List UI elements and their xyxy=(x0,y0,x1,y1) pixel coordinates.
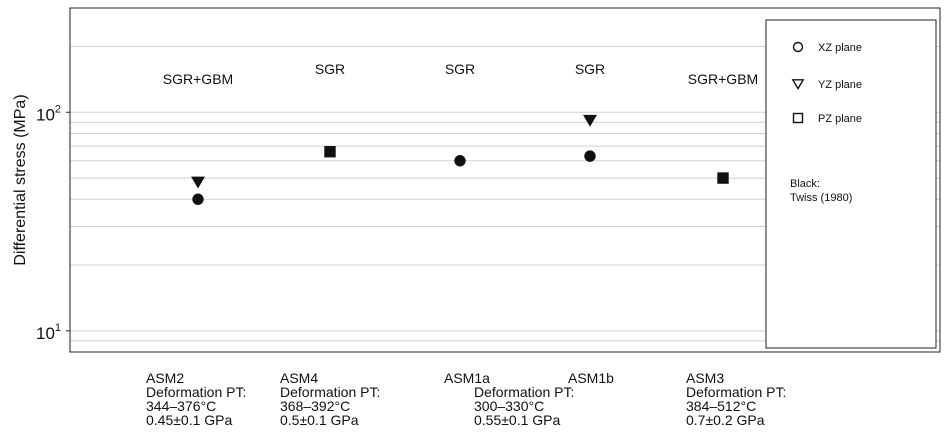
category-name: ASM2 xyxy=(146,370,184,386)
mechanism-label: SGR+GBM xyxy=(163,71,233,87)
legend-marker xyxy=(791,79,805,91)
category-detail: Deformation PT: xyxy=(280,384,380,400)
legend-box xyxy=(765,19,937,349)
mechanism-labels: SGR+GBM SGR SGR SGR SGR+GBM xyxy=(163,61,758,87)
category-detail: 368–392°C xyxy=(280,398,350,414)
mechanism-label: SGR+GBM xyxy=(688,71,758,87)
category-name: ASM1b xyxy=(568,370,614,386)
data-points xyxy=(191,114,729,205)
mechanism-label: SGR xyxy=(575,61,605,77)
legend-marker xyxy=(792,112,804,124)
category-detail: 0.55±0.1 GPa xyxy=(474,412,561,428)
category-detail: 0.7±0.2 GPa xyxy=(686,412,765,428)
category-detail: 0.45±0.1 GPa xyxy=(146,412,233,428)
data-point xyxy=(583,114,597,127)
category-detail: Deformation PT: xyxy=(146,384,246,400)
category-name: ASM1a xyxy=(444,370,490,386)
legend-note: Twiss (1980) xyxy=(790,192,852,204)
mechanism-label: SGR xyxy=(445,61,475,77)
data-point xyxy=(584,150,596,162)
category-detail: 300–330°C xyxy=(474,398,544,414)
category-detail: 384–512°C xyxy=(686,398,756,414)
legend-marker xyxy=(792,41,804,53)
category-detail: Deformation PT: xyxy=(474,384,574,400)
category-name: ASM3 xyxy=(686,370,724,386)
mechanism-label: SGR xyxy=(315,61,345,77)
category-detail: 344–376°C xyxy=(146,398,216,414)
y-tick-label: 101 xyxy=(36,322,61,343)
data-point xyxy=(324,146,336,158)
y-axis-ticks: 101 102 xyxy=(36,103,70,343)
legend-note: Black: xyxy=(790,178,820,190)
category-detail: 0.5±0.1 GPa xyxy=(280,412,359,428)
data-point xyxy=(717,172,729,184)
legend: XZ plane YZ plane PZ plane Black: Twiss (198… xyxy=(765,19,937,349)
data-point xyxy=(191,176,205,189)
plot-frame xyxy=(69,7,941,353)
legend-label: YZ plane xyxy=(818,79,862,91)
category-name: ASM4 xyxy=(280,370,318,386)
legend-label: PZ plane xyxy=(818,113,862,125)
y-axis-label: Differential stress (MPa) xyxy=(12,94,29,265)
data-point xyxy=(192,193,204,205)
data-point xyxy=(454,155,466,167)
legend-label: XZ plane xyxy=(818,42,862,54)
category-detail: Deformation PT: xyxy=(686,384,786,400)
y-tick-label: 102 xyxy=(36,103,61,124)
